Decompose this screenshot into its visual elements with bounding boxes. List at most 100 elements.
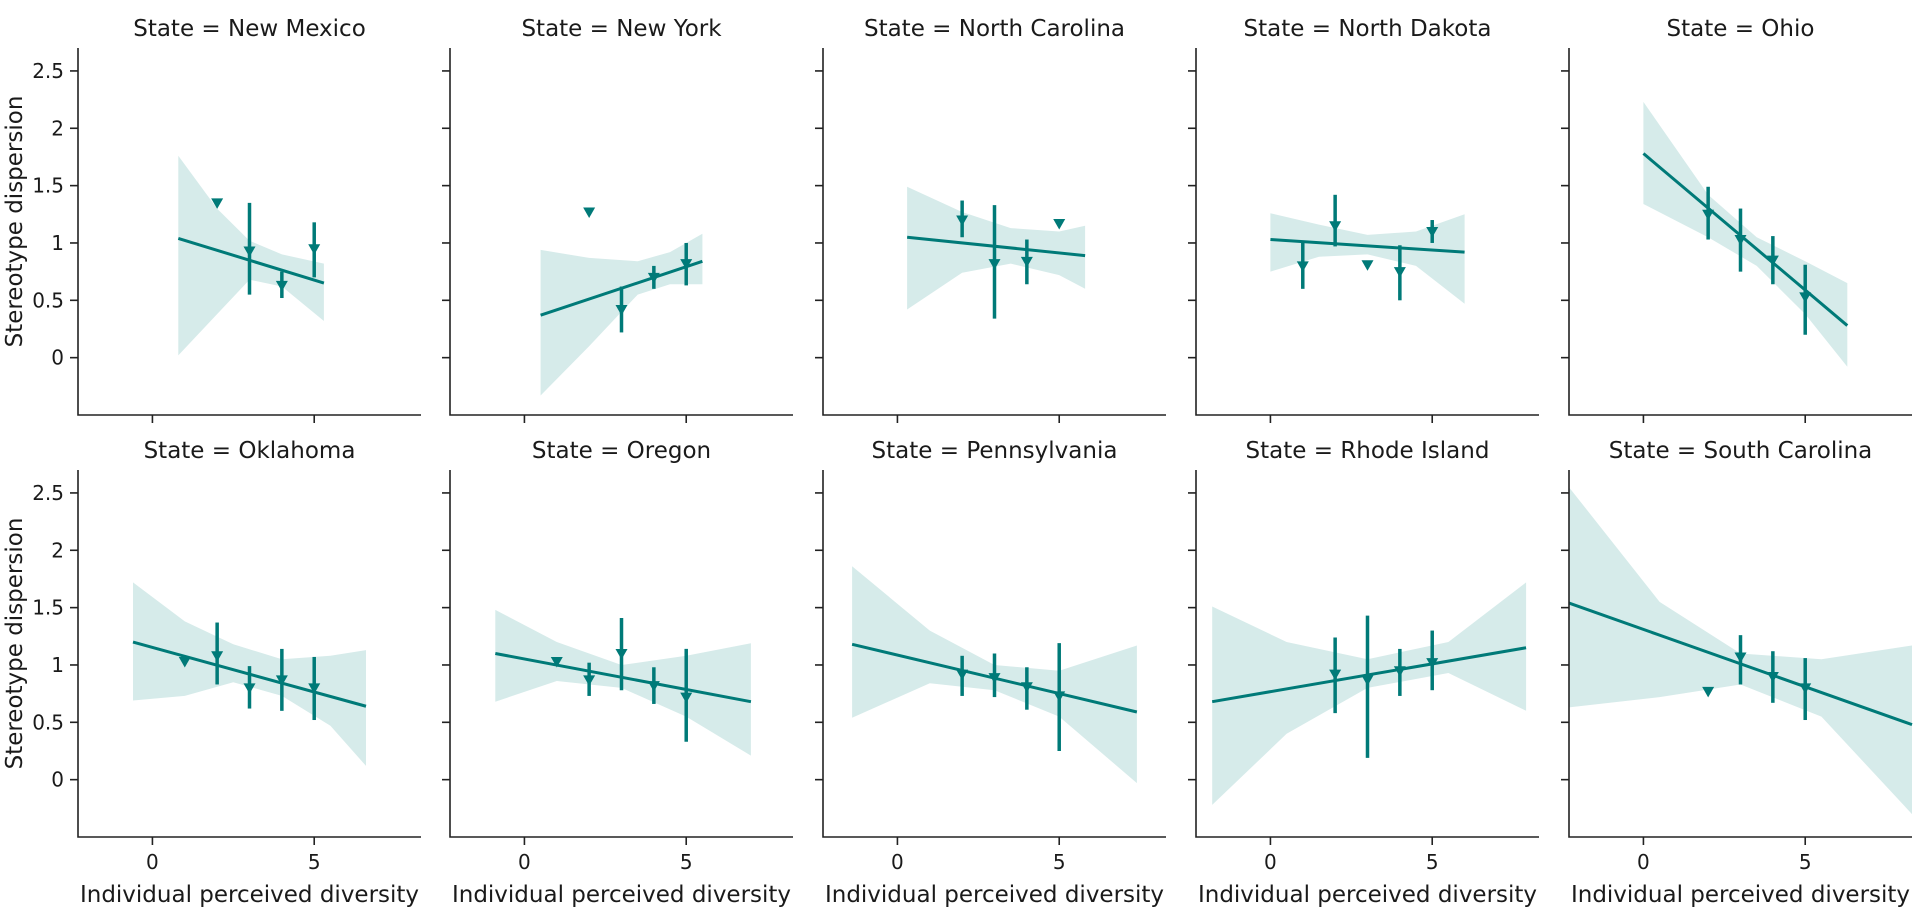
- x-tick-label: 5: [680, 850, 693, 874]
- regression-line: [1270, 238, 1465, 254]
- data-point-2: [1020, 256, 1033, 268]
- facet-panel-7: 0 5 State = Pennsylvania Individual perceiv…: [815, 438, 1166, 908]
- data-point-3: [308, 244, 321, 255]
- x-tick-label: 0: [1637, 850, 1650, 874]
- y-tick-label: 2: [51, 538, 64, 562]
- data-point-1: [1361, 675, 1374, 686]
- y-tick-label: 0: [51, 346, 64, 370]
- data-point-2: [615, 649, 628, 660]
- confidence-band: [1569, 487, 1912, 815]
- facet-panel-6: 0 5 State = Oregon Individual perceived div…: [442, 438, 793, 908]
- data-point-3: [1393, 267, 1406, 278]
- y-tick-label: 2.5: [32, 481, 64, 505]
- data-point-2: [1766, 255, 1779, 267]
- data-point-3: [1799, 292, 1812, 303]
- x-tick-label: 0: [1264, 850, 1277, 874]
- data-point-3: [1799, 683, 1812, 694]
- panel-title: State = North Dakota: [1244, 16, 1492, 42]
- axis-spines: [822, 470, 1166, 838]
- axis-spines: [1568, 48, 1912, 416]
- data-point-3: [275, 675, 288, 686]
- data-point-1: [1329, 221, 1342, 232]
- x-axis-label: Individual perceived diversity: [1571, 882, 1910, 908]
- regression-line: [1642, 152, 1849, 327]
- data-point-3: [1053, 218, 1066, 230]
- y-tick-label: 0: [51, 768, 64, 792]
- x-axis-label: Individual perceived diversity: [825, 882, 1164, 908]
- data-point-4: [308, 683, 321, 694]
- data-point-0: [1702, 686, 1715, 698]
- panel-title: State = Oklahoma: [144, 438, 356, 464]
- data-point-0: [550, 657, 563, 668]
- y-tick-label: 1.5: [32, 596, 64, 620]
- y-tick-label: 1.5: [32, 174, 64, 198]
- data-point-1: [615, 304, 628, 316]
- data-point-1: [988, 259, 1001, 270]
- data-point-1: [583, 675, 596, 686]
- y-tick-label: 0.5: [32, 710, 64, 734]
- data-point-2: [275, 280, 288, 292]
- facet-panel-2: State = North Carolina: [815, 16, 1166, 423]
- data-point-2: [1361, 260, 1374, 271]
- y-tick-label: 2: [51, 116, 64, 140]
- x-axis-label: Individual perceived diversity: [1198, 882, 1537, 908]
- data-point-1: [1734, 235, 1747, 246]
- panel-title: State = North Carolina: [864, 16, 1125, 42]
- data-point-2: [1393, 666, 1406, 677]
- data-point-0: [583, 207, 596, 219]
- x-tick-label: 5: [1053, 850, 1066, 874]
- data-point-0: [211, 198, 224, 209]
- data-point-2: [1020, 682, 1033, 693]
- data-point-0: [956, 215, 969, 227]
- y-axis-label: Stereotype dispersion: [2, 96, 28, 348]
- confidence-band: [1212, 582, 1527, 805]
- facet-panel-3: State = North Dakota: [1188, 16, 1539, 423]
- data-point-3: [1053, 691, 1066, 702]
- data-point-3: [1426, 658, 1439, 669]
- facet-panel-5: 0 0.5 1 1.5 2 2.5 0 5 State = Oklahoma Individual…: [2, 438, 421, 908]
- panel-title: State = New York: [521, 16, 722, 42]
- data-point-0: [178, 657, 191, 668]
- data-point-1: [243, 246, 256, 257]
- data-point-2: [243, 683, 256, 694]
- axis-spines: [1195, 48, 1539, 416]
- data-point-1: [211, 651, 224, 662]
- data-point-1: [988, 673, 1001, 684]
- data-point-1: [1734, 652, 1747, 663]
- x-tick-label: 5: [308, 850, 321, 874]
- axis-spines: [449, 470, 793, 838]
- data-point-0: [1296, 261, 1309, 272]
- panel-title: State = South Carolina: [1609, 438, 1873, 464]
- data-point-3: [647, 681, 660, 692]
- data-point-4: [680, 692, 693, 704]
- axis-spines: [1195, 470, 1539, 838]
- data-point-4: [1426, 227, 1439, 238]
- x-tick-label: 0: [891, 850, 904, 874]
- confidence-band: [1643, 101, 1848, 367]
- facet-panel-1: State = New York: [442, 16, 793, 423]
- panel-title: State = Rhode Island: [1246, 438, 1490, 464]
- y-tick-label: 1: [51, 231, 64, 255]
- facet-panel-4: State = Ohio: [1561, 16, 1912, 423]
- data-point-0: [1329, 669, 1342, 681]
- x-tick-label: 5: [1799, 850, 1812, 874]
- x-axis-label: Individual perceived diversity: [452, 882, 791, 908]
- panel-title: State = Pennsylvania: [872, 438, 1118, 464]
- panel-title: State = Ohio: [1667, 16, 1815, 42]
- y-tick-label: 0.5: [32, 288, 64, 312]
- data-point-2: [647, 272, 660, 284]
- x-tick-label: 5: [1426, 850, 1439, 874]
- axis-spines: [449, 48, 793, 416]
- x-tick-label: 0: [146, 850, 159, 874]
- data-point-0: [956, 669, 969, 681]
- x-tick-label: 0: [518, 850, 531, 874]
- panel-title: State = Oregon: [532, 438, 711, 464]
- panel-title: State = New Mexico: [133, 16, 366, 42]
- axis-spines: [77, 470, 421, 838]
- confidence-band: [1270, 213, 1465, 304]
- x-axis-label: Individual perceived diversity: [80, 882, 419, 908]
- facet-panel-9: 0 5 State = South Carolina Individual perce…: [1561, 438, 1913, 908]
- y-tick-label: 1: [51, 653, 64, 677]
- data-point-3: [680, 259, 693, 270]
